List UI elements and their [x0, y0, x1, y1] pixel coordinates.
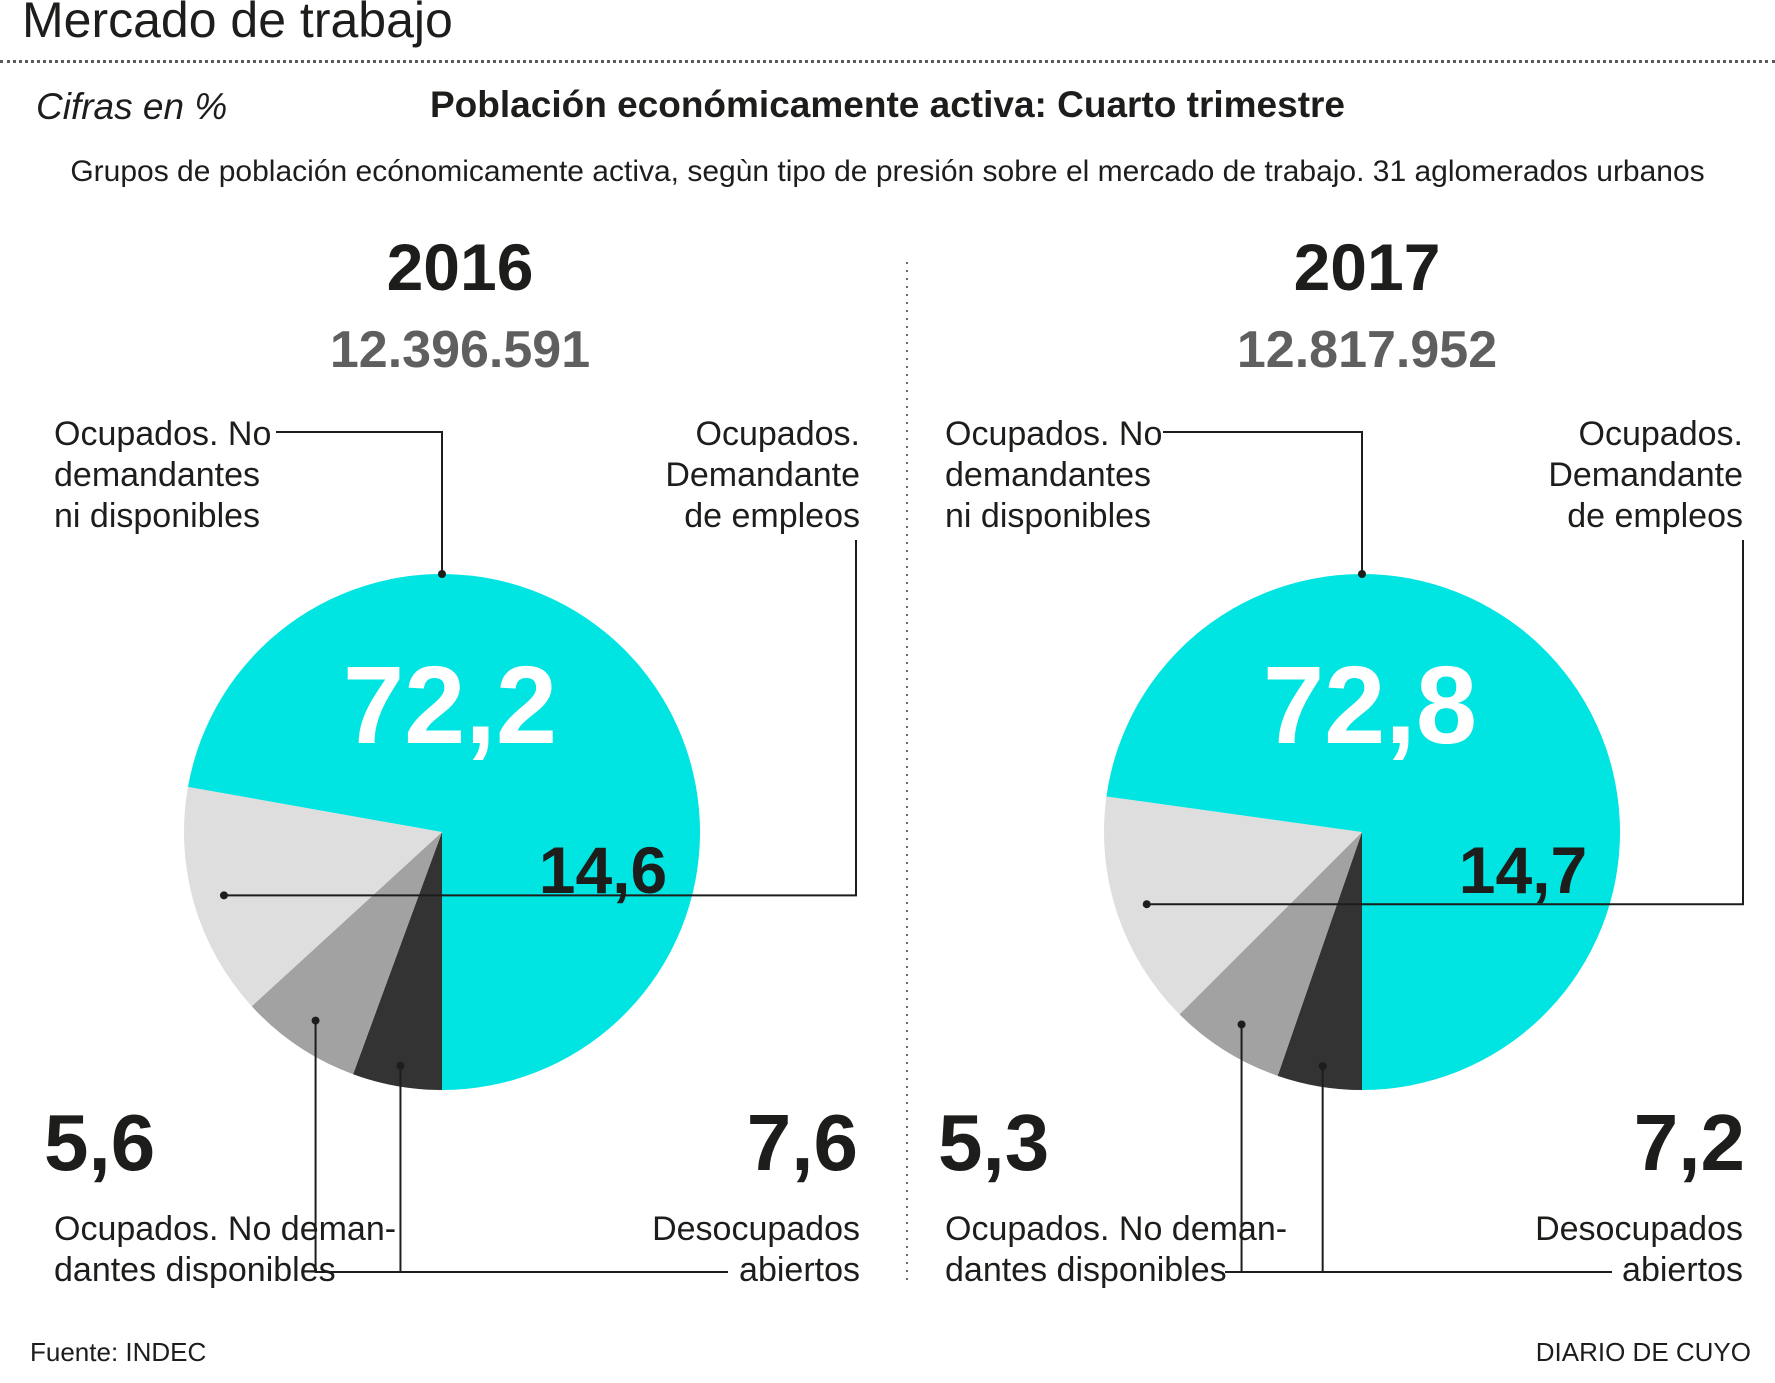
leader-dot: [1142, 900, 1151, 909]
leader-line: [1240, 1024, 1612, 1273]
page-title: Mercado de trabajo: [22, 0, 453, 48]
pie-slice-ocupados-no-demandantes-disponibles: [1277, 832, 1362, 1090]
units-note: Cifras en %: [36, 86, 228, 127]
category-label: de empleos: [684, 497, 860, 535]
category-label: Desocupados: [1535, 1210, 1743, 1248]
leader-dot: [396, 1061, 405, 1070]
value-label: 72,2: [343, 644, 557, 767]
category-label: Demandante: [665, 456, 860, 494]
leader-line: [314, 1020, 728, 1273]
category-label: Ocupados. No: [945, 415, 1162, 453]
category-label: Desocupados: [652, 1210, 860, 1248]
chart-title: Población económicamente activa: Cuarto …: [430, 84, 1345, 125]
source-note: Fuente: INDEC: [30, 1337, 207, 1367]
category-label: demandantes: [54, 456, 260, 494]
category-label: Ocupados.: [1579, 415, 1743, 453]
category-label: ni disponibles: [945, 497, 1151, 535]
pie-chart-2017: 2017 12.817.952 72,8 14,7 5,3 7,2 Ocupados. No…: [938, 230, 1745, 1289]
pie-slice-ocupados-no-demandantes-disponibles: [353, 832, 442, 1090]
title-divider: [0, 60, 1775, 63]
leader-line: [1163, 431, 1363, 574]
value-label: 72,8: [1263, 644, 1477, 767]
leader-line: [1146, 540, 1744, 906]
leader-line: [223, 540, 857, 897]
pie-slice-ocupados-no-demandantes-ni-disponibles: [187, 574, 700, 1090]
category-label: Ocupados. No: [54, 415, 271, 453]
chart-subtitle: Grupos de población ecónomicamente activ…: [70, 155, 1705, 188]
pie-slice-desocupados-abiertos: [1179, 832, 1362, 1076]
value-label: 7,6: [747, 1098, 858, 1187]
category-label: Ocupados. No deman-: [945, 1210, 1287, 1248]
category-label: dantes disponibles: [54, 1251, 336, 1289]
leader-dot: [219, 891, 228, 900]
value-label: 7,2: [1634, 1098, 1745, 1187]
category-label: abiertos: [739, 1251, 860, 1289]
category-label: Ocupados. No deman-: [54, 1210, 396, 1248]
total-value: 12.396.591: [330, 321, 590, 379]
category-label: Ocupados.: [696, 415, 860, 453]
leader-dot: [1318, 1062, 1327, 1071]
category-label: abiertos: [1622, 1251, 1743, 1289]
pie-slice-ocupados-no-demandantes-ni-disponibles: [1106, 573, 1620, 1090]
pie-slice-ocupados-demandante-de-empleos: [1103, 796, 1362, 1015]
leader-dot: [1237, 1020, 1246, 1029]
publisher-brand: DIARIO DE CUYO: [1535, 1337, 1751, 1367]
value-label: 5,6: [44, 1098, 155, 1187]
category-label: demandantes: [945, 456, 1151, 494]
year-label: 2017: [1294, 230, 1441, 304]
leader-dot: [438, 570, 446, 578]
category-label: ni disponibles: [54, 497, 260, 535]
leader-line: [276, 431, 443, 574]
pie-slice-ocupados-demandante-de-empleos: [183, 786, 442, 1007]
value-label: 5,3: [938, 1098, 1049, 1187]
category-label: Demandante: [1548, 456, 1743, 494]
leader-dot: [1358, 570, 1366, 578]
leader-dot: [311, 1016, 320, 1025]
category-label: de empleos: [1567, 497, 1743, 535]
pie-slice-desocupados-abiertos: [251, 832, 442, 1075]
category-label: dantes disponibles: [945, 1251, 1227, 1289]
year-label: 2016: [387, 230, 534, 304]
total-value: 12.817.952: [1237, 321, 1497, 379]
value-label: 14,7: [1459, 833, 1587, 907]
